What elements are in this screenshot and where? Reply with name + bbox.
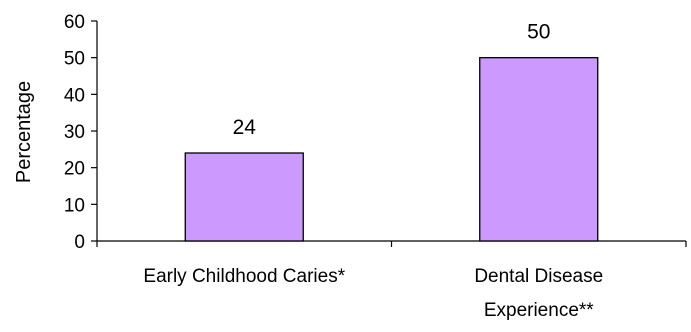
bar-2 <box>479 57 599 242</box>
data-label-1: 24 <box>233 116 257 139</box>
category-label: Dental Disease <box>474 266 603 287</box>
y-tick-label: 30 <box>64 122 85 143</box>
y-tick-label: 40 <box>64 85 85 106</box>
category-label: Early Childhood Caries* <box>143 266 345 287</box>
category-label: Experience** <box>484 300 594 321</box>
y-tick-label: 60 <box>64 12 85 33</box>
y-tick-label: 10 <box>64 195 85 216</box>
y-tick-label: 50 <box>64 49 85 70</box>
y-axis-title: Percentage <box>13 81 35 183</box>
data-label-2: 50 <box>527 21 550 44</box>
y-tick-label: 0 <box>74 232 85 253</box>
plot-area: 0 10 20 30 40 50 60 24 Early Childhood Caries* 50… <box>64 12 687 321</box>
bar-1 <box>184 152 304 242</box>
y-tick-label: 20 <box>64 159 85 180</box>
